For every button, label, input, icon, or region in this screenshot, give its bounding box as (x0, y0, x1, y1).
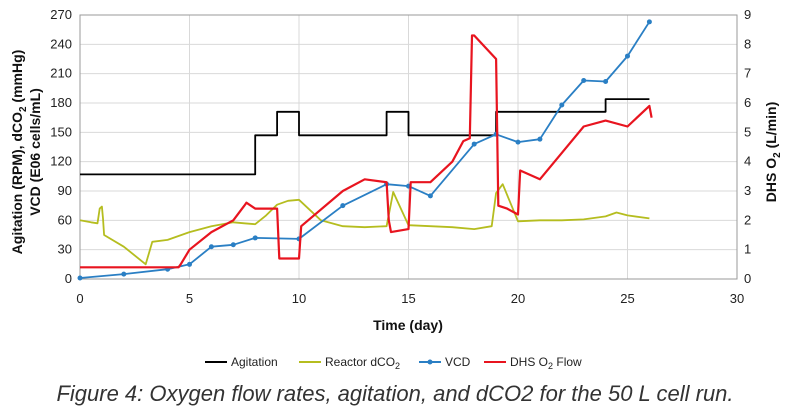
x-tick-label: 20 (511, 291, 525, 306)
series-point-vcd (603, 78, 609, 84)
x-tick-label: 5 (186, 291, 193, 306)
legend-dco2-prefix: Reactor dCO (325, 355, 395, 369)
y-left-tick-label: 150 (50, 124, 72, 139)
y-right-tick-label: 6 (744, 95, 751, 110)
y-left-label-sub: 2 (18, 106, 29, 112)
y-right-tick-label: 7 (744, 66, 751, 81)
y-right-label-sub: 2 (772, 152, 783, 158)
plot-area (77, 19, 653, 281)
legend-label-agitation: Agitation (231, 355, 278, 369)
y-axis-right-label-group: DHS O2 (L/min) (763, 102, 783, 202)
x-tick-label: 15 (401, 291, 415, 306)
y-axis-right-label: DHS O2 (L/min) (763, 102, 783, 202)
legend-label-vcd: VCD (445, 355, 471, 369)
series-point-vcd (252, 235, 258, 241)
y-right-tick-label: 8 (744, 36, 751, 51)
series-point-vcd (208, 244, 214, 250)
x-tick-label: 0 (76, 291, 83, 306)
series-point-vcd (471, 141, 477, 147)
series-point-vcd (77, 275, 83, 281)
series-point-vcd (121, 271, 127, 277)
legend-o2-sub: 2 (548, 361, 553, 371)
y-right-tick-label: 1 (744, 242, 751, 257)
y-left-tick-label: 270 (50, 7, 72, 22)
series-line-agitation (80, 98, 650, 176)
y-right-label-part-b: (L/min) (763, 102, 779, 153)
series-point-vcd (537, 136, 543, 142)
series-point-vcd (515, 139, 521, 145)
legend-marker-vcd (427, 359, 433, 365)
plot-frame (79, 14, 738, 280)
y-left-tick-label: 180 (50, 95, 72, 110)
series-point-vcd (625, 53, 630, 59)
series-point-vcd (340, 203, 346, 209)
figure-caption: Figure 4: Oxygen flow rates, agitation, … (56, 381, 734, 406)
legend: Agitation Reactor dCO2 VCD DHS O2 Flow (205, 355, 582, 371)
y-left-tick-label: 60 (58, 212, 72, 227)
y-left-tick-label: 210 (50, 66, 72, 81)
series-point-vcd (646, 19, 652, 25)
y-axis-left-label-line2: VCD (E06 cells/mL) (27, 88, 43, 216)
y-left-tick-label: 120 (50, 154, 72, 169)
y-axis-left-label-line1: Agitation (RPM), dCO2 (mmHg) (9, 50, 29, 255)
y-right-tick-label: 3 (744, 183, 751, 198)
y-right-tick-label: 5 (744, 124, 751, 139)
y-left-tick-label: 30 (58, 242, 72, 257)
y-right-tick-label: 9 (744, 7, 751, 22)
y-right-label-part-a: DHS O (763, 158, 779, 202)
x-tick-label: 25 (620, 291, 634, 306)
legend-dco2-sub: 2 (395, 361, 400, 371)
series-line-dhs-o2-flow (80, 34, 653, 269)
x-axis-label: Time (day) (373, 317, 443, 333)
series-point-vcd (230, 242, 236, 248)
y-left-tick-label: 90 (58, 183, 72, 198)
legend-o2-prefix: DHS O (510, 355, 548, 369)
y-left-label-part-b: (mmHg) (9, 50, 25, 107)
y-left-tick-label: 240 (50, 36, 72, 51)
x-tick-label: 30 (730, 291, 744, 306)
x-tick-label: 10 (292, 291, 306, 306)
series-point-vcd (559, 102, 565, 108)
series-line-reactor-dco2 (79, 183, 650, 266)
y-right-tick-label: 0 (744, 271, 751, 286)
legend-label-dco2: Reactor dCO2 (325, 355, 400, 371)
series-point-vcd (581, 78, 587, 84)
y-right-tick-label: 4 (744, 154, 751, 169)
legend-o2-suffix: Flow (553, 355, 582, 369)
legend-label-o2: DHS O2 Flow (510, 355, 582, 371)
series-point-vcd (427, 193, 433, 199)
y-axis-left-label-group: Agitation (RPM), dCO2 (mmHg) VCD (E06 ce… (9, 50, 43, 255)
y-right-tick-label: 2 (744, 212, 751, 227)
grid (79, 14, 738, 280)
y-left-tick-label: 0 (65, 271, 72, 286)
series-point-vcd (187, 261, 192, 267)
y-left-label-part-a: Agitation (RPM), dCO (9, 112, 25, 254)
